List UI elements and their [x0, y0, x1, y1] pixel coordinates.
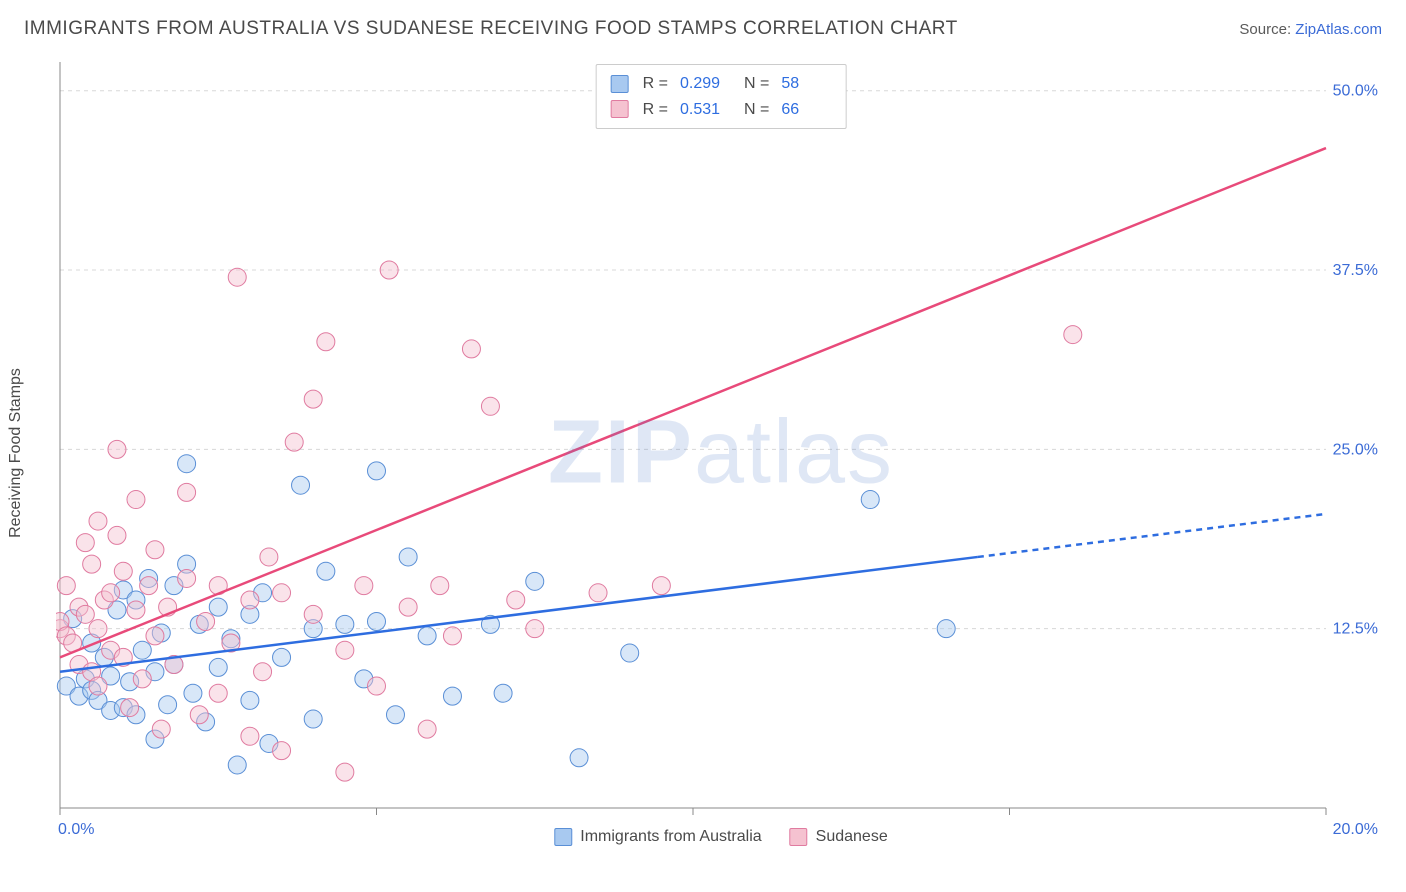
- r-value: 0.531: [680, 97, 730, 123]
- svg-text:37.5%: 37.5%: [1333, 262, 1378, 279]
- svg-text:0.0%: 0.0%: [58, 821, 94, 838]
- source-prefix: Source:: [1239, 21, 1295, 38]
- series-legend-label: Sudanese: [816, 828, 888, 846]
- header: IMMIGRANTS FROM AUSTRALIA VS SUDANESE RE…: [0, 0, 1406, 48]
- svg-text:50.0%: 50.0%: [1333, 83, 1378, 100]
- n-value: 66: [781, 97, 831, 123]
- n-label: N =: [744, 71, 769, 97]
- r-label: R =: [643, 97, 668, 123]
- correlation-legend-row: R = 0.531 N = 66: [611, 97, 832, 123]
- series-legend: Immigrants from Australia Sudanese: [554, 828, 887, 846]
- legend-swatch: [554, 828, 572, 846]
- correlation-legend-row: R = 0.299 N = 58: [611, 71, 832, 97]
- chart-title: IMMIGRANTS FROM AUSTRALIA VS SUDANESE RE…: [24, 18, 958, 40]
- source-attribution: Source: ZipAtlas.com: [1239, 21, 1382, 38]
- series-legend-item: Sudanese: [790, 828, 888, 846]
- svg-text:20.0%: 20.0%: [1333, 821, 1378, 838]
- y-axis-label: Receiving Food Stamps: [7, 368, 25, 538]
- source-link[interactable]: ZipAtlas.com: [1295, 21, 1382, 38]
- chart-area: Receiving Food Stamps 12.5%25.0%37.5%50.…: [56, 58, 1386, 848]
- legend-swatch: [611, 100, 629, 118]
- legend-swatch: [611, 75, 629, 93]
- legend-swatch: [790, 828, 808, 846]
- svg-text:12.5%: 12.5%: [1333, 621, 1378, 638]
- series-legend-item: Immigrants from Australia: [554, 828, 761, 846]
- svg-text:25.0%: 25.0%: [1333, 441, 1378, 458]
- series-legend-label: Immigrants from Australia: [580, 828, 761, 846]
- r-label: R =: [643, 71, 668, 97]
- scatter-plot: 12.5% 25.0% 37.5% 50.0% 0.0% 20.0%: [56, 58, 1386, 848]
- correlation-legend: R = 0.299 N = 58 R = 0.531 N = 66: [596, 64, 847, 129]
- n-value: 58: [781, 71, 831, 97]
- r-value: 0.299: [680, 71, 730, 97]
- n-label: N =: [744, 97, 769, 123]
